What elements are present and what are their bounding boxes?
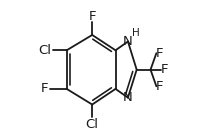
Text: H: H [132,28,139,38]
Text: Cl: Cl [38,44,51,57]
Text: Cl: Cl [86,118,99,131]
Text: N: N [123,35,133,48]
Text: F: F [89,10,96,23]
Text: F: F [161,63,168,76]
Text: F: F [156,80,163,93]
Text: F: F [156,47,163,60]
Text: N: N [123,91,133,104]
Text: F: F [41,82,49,95]
